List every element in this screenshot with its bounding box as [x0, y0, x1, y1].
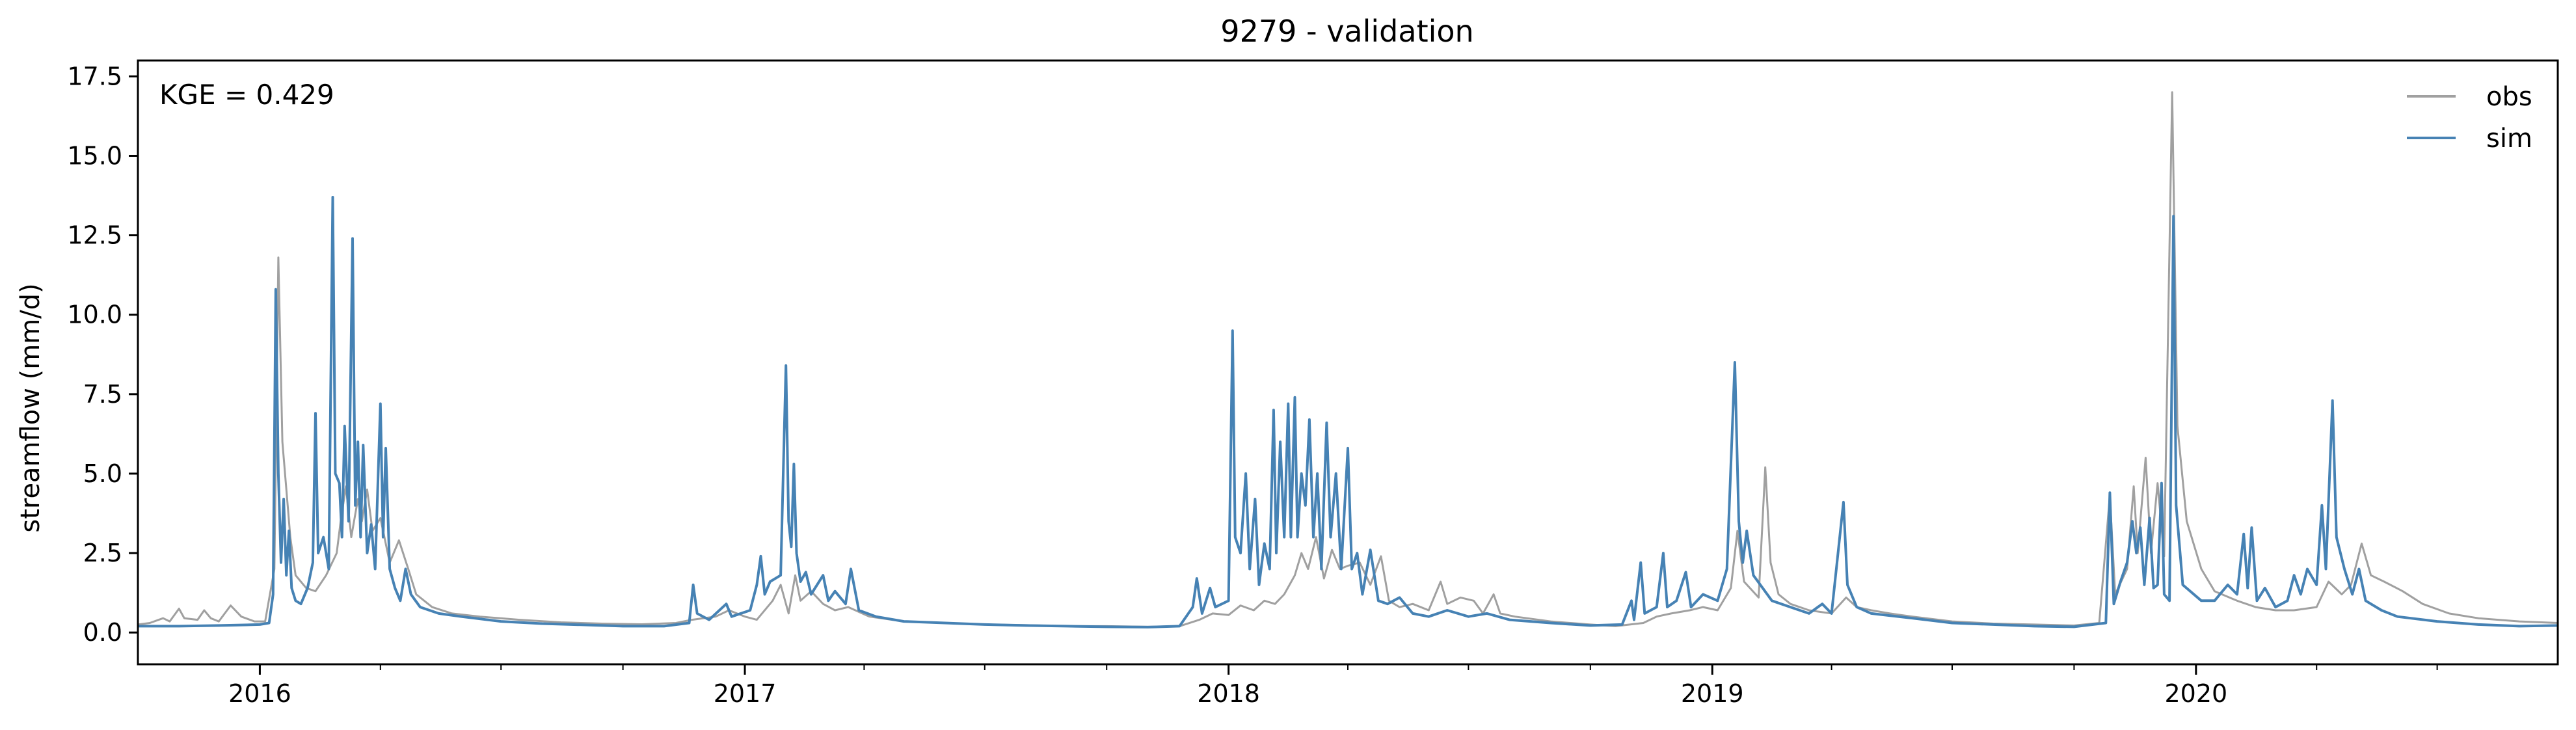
plot-area: [137, 91, 2558, 629]
y-tick-label: 2.5: [83, 539, 122, 567]
kge-annotation: KGE = 0.429: [159, 79, 334, 111]
legend-label-sim: sim: [2486, 124, 2532, 154]
x-tick-label: 2017: [714, 679, 777, 708]
y-tick-label: 17.5: [67, 62, 122, 90]
chart-title: 9279 - validation: [1220, 14, 1473, 49]
legend-label-obs: obs: [2486, 82, 2532, 112]
y-tick-label: 5.0: [83, 459, 122, 488]
x-tick-label: 2020: [2164, 679, 2227, 708]
y-tick-label: 10.0: [67, 301, 122, 329]
y-tick-label: 7.5: [83, 380, 122, 409]
series-line-sim: [138, 196, 2558, 629]
x-tick-label: 2016: [228, 679, 291, 708]
x-tick-label: 2019: [1681, 679, 1744, 708]
y-tick-label: 0.0: [83, 618, 122, 647]
y-axis-title: streamflow (mm/d): [16, 283, 46, 532]
x-tick-label: 2018: [1197, 679, 1260, 708]
y-tick-label: 12.5: [67, 221, 122, 250]
legend: obs sim: [2407, 82, 2532, 154]
y-tick-label: 15.0: [67, 142, 122, 170]
